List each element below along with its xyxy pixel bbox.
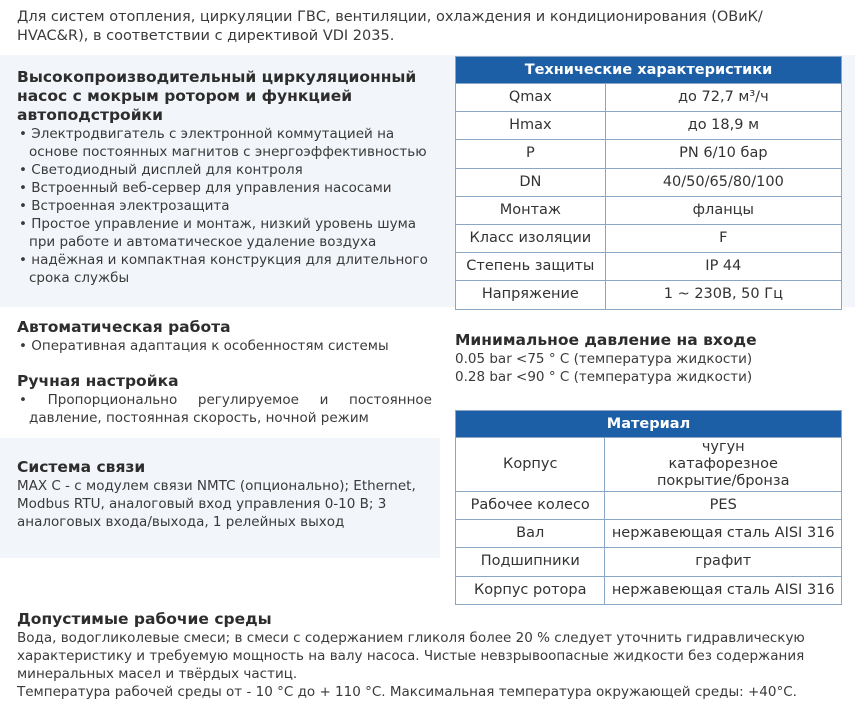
comm-section: Система связи MAX C - с модулем связи NM… — [17, 458, 432, 531]
table-row: P PN 6/10 бар — [455, 139, 843, 169]
feature-item: надёжная и компактная конструкция для дл… — [17, 251, 437, 287]
intro-text: Для систем отопления, циркуляции ГВС, ве… — [17, 9, 763, 44]
row-label: Вал — [454, 519, 606, 549]
pressure-line: 0.05 bar <75 ° C (температура жидкости) — [455, 351, 753, 367]
row-label: Подшипники — [454, 547, 606, 577]
table-row: Напряжение 1 ~ 230В, 50 Гц — [455, 280, 843, 310]
table-row: Рабочее колесо PES — [454, 490, 842, 521]
row-value: F — [604, 223, 843, 254]
material-title: Материал — [455, 410, 842, 438]
media-title: Допустимые рабочие среды — [17, 610, 272, 628]
table-row: Монтаж фланцы — [455, 195, 843, 225]
row-value: до 72,7 м³/ч — [604, 82, 843, 113]
features-section: Высокопроизводительный циркуляционный на… — [17, 68, 437, 287]
table-row: Корпус ротора нержавеющая сталь AISI 316 — [454, 575, 842, 605]
material-table: Материал Корпус чугун катафорезное покрыт… — [454, 410, 842, 605]
row-value: IP 44 — [604, 252, 843, 282]
feature-item: Светодиодный дисплей для контроля — [17, 161, 437, 179]
table-row: Степень защиты IP 44 — [455, 252, 843, 282]
feature-item: Простое управление и монтаж, низкий уров… — [17, 215, 437, 251]
pressure-section: Минимальное давление на входе 0.05 bar <… — [455, 331, 855, 386]
auto-title: Автоматическая работа — [17, 318, 231, 336]
row-value: PN 6/10 бар — [604, 139, 843, 169]
row-value: графит — [604, 547, 842, 577]
row-label: Класс изоляции — [455, 223, 606, 254]
table-row: Hmax до 18,9 м — [455, 111, 843, 141]
row-label: DN — [455, 167, 606, 197]
auto-section: Автоматическая работа Оперативная адапта… — [17, 318, 437, 355]
tech-specs-table: Технические характеристики Qmax до 72,7 м… — [455, 56, 843, 310]
row-label: Напряжение — [455, 280, 606, 310]
table-row: Вал нержавеющая сталь AISI 316 — [454, 519, 842, 549]
table-row: Qmax до 72,7 м³/ч — [455, 82, 843, 113]
manual-item: Пропорционально регулируемое и постоянно… — [17, 391, 432, 427]
media-text: Вода, водогликолевые смеси; в смеси с со… — [17, 630, 805, 682]
row-label: P — [455, 139, 606, 169]
row-label: Степень защиты — [455, 252, 606, 282]
row-value: нержавеющая сталь AISI 316 — [604, 519, 842, 549]
row-label: Hmax — [455, 111, 606, 141]
features-title: Высокопроизводительный циркуляционный на… — [17, 68, 417, 124]
media-temp: Температура рабочей среды от - 10 °C до … — [17, 684, 797, 700]
media-section: Допустимые рабочие среды Вода, водоглико… — [17, 610, 847, 701]
comm-text: MAX C - с модулем связи NMTC (опциональн… — [17, 478, 416, 530]
row-value: чугун катафорезное покрытие/бронза — [604, 437, 842, 492]
feature-item: Электродвигатель с электронной коммутаци… — [17, 125, 437, 161]
tech-title: Технические характеристики — [455, 56, 842, 84]
row-value: 1 ~ 230В, 50 Гц — [604, 280, 843, 310]
feature-item: Встроенная электрозащита — [17, 197, 437, 215]
table-row: DN 40/50/65/80/100 — [455, 167, 843, 197]
table-row: Корпус чугун катафорезное покрытие/бронза — [454, 437, 842, 492]
pressure-line: 0.28 bar <90 ° C (температура жидкости) — [455, 369, 753, 385]
row-value: 40/50/65/80/100 — [604, 167, 843, 197]
comm-panel — [0, 438, 440, 558]
row-label: Корпус ротора — [454, 575, 606, 605]
features-list: Электродвигатель с электронной коммутаци… — [17, 125, 437, 287]
comm-title: Система связи — [17, 458, 146, 476]
row-label: Корпус — [454, 437, 606, 492]
pressure-title: Минимальное давление на входе — [455, 331, 757, 349]
manual-section: Ручная настройка Пропорционально регулир… — [17, 372, 432, 427]
row-value: PES — [604, 490, 842, 521]
auto-item: Оперативная адаптация к особенностям сис… — [17, 337, 437, 355]
manual-title: Ручная настройка — [17, 372, 179, 390]
row-value: нержавеющая сталь AISI 316 — [604, 575, 842, 605]
row-value: фланцы — [604, 195, 843, 225]
table-row: Подшипники графит — [454, 547, 842, 577]
feature-item: Встроенный веб-сервер для управления нас… — [17, 179, 437, 197]
row-label: Qmax — [455, 82, 606, 113]
row-label: Рабочее колесо — [454, 490, 606, 521]
table-row: Класс изоляции F — [455, 223, 843, 254]
row-label: Монтаж — [455, 195, 606, 225]
row-value: до 18,9 м — [604, 111, 843, 141]
